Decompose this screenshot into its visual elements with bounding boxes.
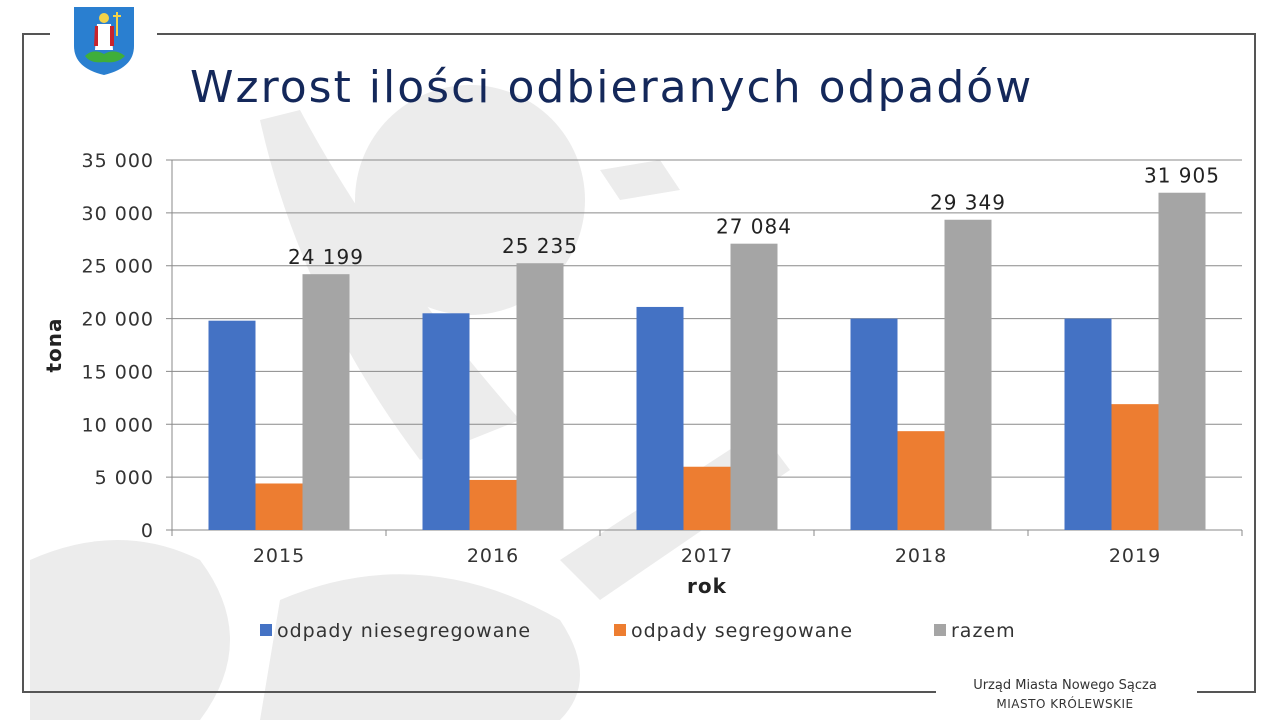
frame-bottom-left — [22, 691, 936, 693]
legend-label: odpady niesegregowane — [277, 620, 531, 642]
y-tick-label: 15 000 — [82, 361, 154, 383]
frame-top-left — [22, 33, 50, 35]
bar-odpady-segregowane-2017 — [683, 466, 731, 530]
y-tick-label: 20 000 — [82, 309, 154, 331]
data-label: 27 084 — [716, 215, 792, 239]
x-tick-label: 2018 — [895, 545, 947, 567]
legend-swatch — [614, 624, 626, 636]
y-tick-label: 5 000 — [95, 467, 154, 489]
data-label: 31 905 — [1144, 164, 1220, 188]
x-tick-label: 2016 — [467, 545, 519, 567]
data-label: 25 235 — [502, 234, 578, 258]
bar-odpady-segregowane-2018 — [897, 431, 945, 530]
frame-top-right — [157, 33, 1256, 35]
footer-office-name: Urząd Miasta Nowego Sącza — [973, 678, 1157, 693]
bar-odpady-segregowane-2016 — [469, 479, 517, 530]
bar-odpady-segregowane-2019 — [1111, 404, 1159, 530]
footer-tagline: MIASTO KRÓLEWSKIE — [996, 697, 1134, 711]
x-tick-label: 2019 — [1109, 545, 1161, 567]
frame-right — [1254, 33, 1256, 693]
y-tick-label: 35 000 — [82, 150, 154, 172]
bar-razem-2015 — [302, 274, 350, 530]
y-tick-label: 10 000 — [82, 414, 154, 436]
frame-bottom-right — [1197, 691, 1256, 693]
bar-odpady-niesegregowane-2015 — [208, 320, 256, 530]
footer: Urząd Miasta Nowego Sącza MIASTO KRÓLEWS… — [930, 677, 1200, 713]
x-tick-label: 2015 — [253, 545, 305, 567]
bar-odpady-niesegregowane-2019 — [1064, 318, 1112, 530]
data-label: 29 349 — [930, 191, 1006, 215]
legend-label: razem — [951, 620, 1016, 642]
bar-odpady-niesegregowane-2016 — [422, 313, 470, 530]
page-title: Wzrost ilości odbieranych odpadów — [190, 62, 1034, 113]
y-tick-label: 30 000 — [82, 203, 154, 225]
bar-razem-2017 — [730, 243, 778, 531]
bar-odpady-niesegregowane-2017 — [636, 306, 684, 530]
x-tick-label: 2017 — [681, 545, 733, 567]
frame-left — [22, 33, 24, 693]
y-tick-label: 0 — [141, 520, 154, 542]
y-tick-label: 25 000 — [82, 256, 154, 278]
data-label: 24 199 — [288, 245, 364, 269]
bar-razem-2018 — [944, 219, 992, 530]
legend-swatch — [260, 624, 272, 636]
watermark-dragon — [30, 540, 230, 720]
bar-razem-2019 — [1158, 192, 1206, 530]
legend-swatch — [934, 624, 946, 636]
y-axis-title: tona — [42, 317, 66, 372]
watermark-halo — [355, 85, 585, 315]
bar-odpady-segregowane-2015 — [255, 483, 303, 530]
bar-razem-2016 — [516, 263, 564, 530]
legend-label: odpady segregowane — [631, 620, 853, 642]
x-axis-title: rok — [687, 574, 727, 598]
coat-of-arms-icon — [74, 7, 134, 75]
bar-odpady-niesegregowane-2018 — [850, 318, 898, 530]
